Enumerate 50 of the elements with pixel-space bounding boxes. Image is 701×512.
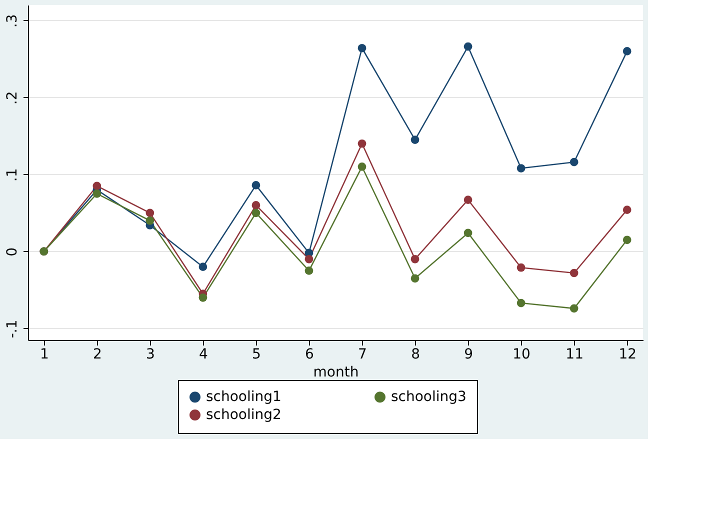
- x-tick-label: 3: [146, 346, 155, 362]
- point: [464, 42, 472, 51]
- point: [92, 190, 102, 198]
- x-tick-label: 8: [411, 346, 420, 362]
- point: [304, 254, 314, 264]
- point: [516, 298, 526, 308]
- legend-label: schooling2: [206, 407, 282, 423]
- x-axis-title: month: [313, 364, 359, 380]
- x-tick-label: 2: [92, 346, 102, 362]
- point: [146, 208, 154, 218]
- point: [410, 136, 420, 144]
- x-tick-label: 12: [618, 346, 637, 362]
- x-tick-label: 1: [40, 346, 49, 362]
- point: [570, 268, 578, 278]
- point: [570, 158, 578, 166]
- point: [198, 293, 208, 302]
- x-tick-label: 11: [566, 346, 584, 362]
- x-tick-label: 6: [305, 346, 314, 362]
- point: [570, 304, 578, 313]
- point: [622, 206, 632, 214]
- x-tick-label: 9: [464, 346, 474, 362]
- x-tick-label: 10: [512, 346, 530, 362]
- x-tick-label: 4: [198, 346, 208, 362]
- x-tick-label: 5: [252, 346, 261, 362]
- point: [92, 182, 102, 190]
- point: [252, 201, 260, 210]
- point: [252, 181, 260, 190]
- point: [516, 164, 526, 172]
- y-tick-label: .3: [4, 14, 20, 28]
- point: [410, 254, 420, 264]
- y-tick-label: -.1: [4, 320, 20, 338]
- point: [198, 262, 208, 272]
- y-tick-label: .2: [4, 91, 20, 105]
- point: [464, 196, 472, 204]
- legend-label: schooling3: [391, 389, 466, 406]
- y-tick-label: 0: [4, 247, 20, 256]
- point: [410, 274, 420, 283]
- legend-label: schooling1: [206, 389, 282, 406]
- point: [252, 208, 260, 218]
- point: [622, 47, 632, 56]
- point: [358, 162, 366, 171]
- point: [146, 216, 154, 225]
- x-tick-label: 7: [358, 346, 367, 362]
- y-tick-label: .1: [4, 168, 20, 182]
- point: [516, 263, 526, 272]
- point: [358, 139, 366, 148]
- point: [304, 266, 314, 275]
- point: [358, 44, 366, 52]
- point: [464, 228, 472, 238]
- point: [622, 236, 632, 244]
